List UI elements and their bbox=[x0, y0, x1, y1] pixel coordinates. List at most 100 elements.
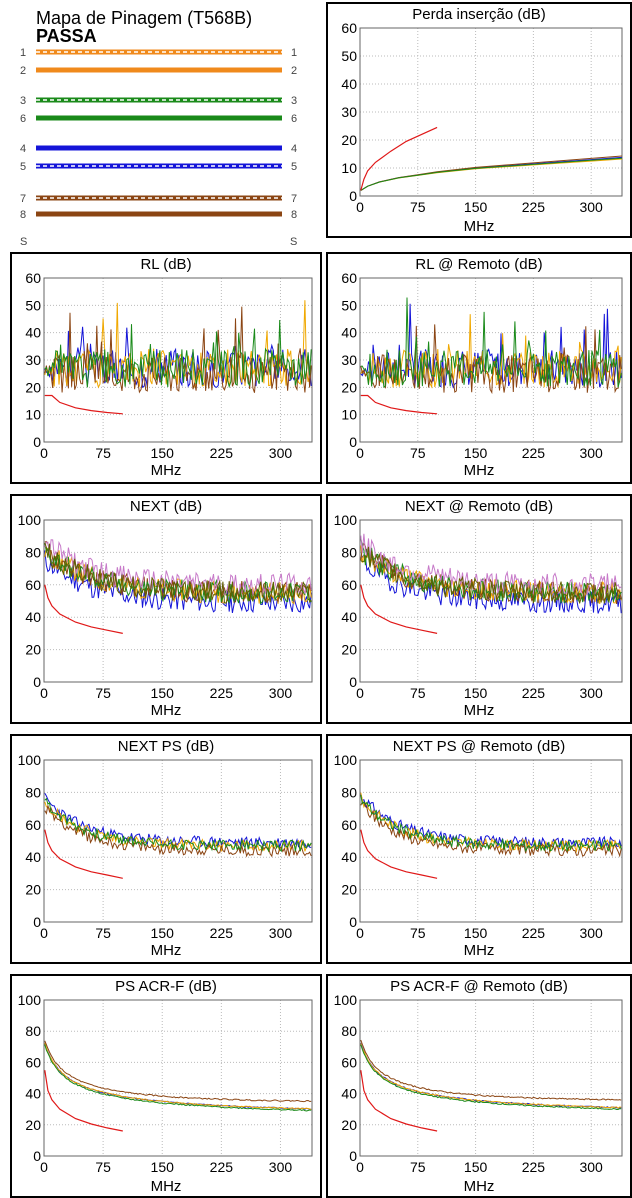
y-tick-label: 100 bbox=[18, 512, 42, 528]
y-tick-label: 0 bbox=[33, 1148, 41, 1164]
x-tick-label: 75 bbox=[95, 445, 111, 461]
chart-title: RL @ Remoto (dB) bbox=[415, 256, 543, 273]
limit-line bbox=[360, 394, 438, 415]
x-axis-label: MHz bbox=[150, 702, 182, 719]
x-axis-label: MHz bbox=[150, 942, 182, 959]
y-tick-label: 10 bbox=[25, 407, 41, 423]
x-tick-label: 0 bbox=[356, 1159, 364, 1175]
pin-left-label: 4 bbox=[20, 143, 26, 155]
x-axis-label: MHz bbox=[463, 218, 495, 235]
series-line bbox=[360, 1042, 622, 1109]
chart-title: RL (dB) bbox=[140, 256, 192, 273]
y-tick-label: 60 bbox=[341, 577, 357, 593]
x-tick-label: 0 bbox=[356, 445, 364, 461]
series-line bbox=[360, 303, 622, 389]
chart-perda-svg: 0 75 150 225 300 0 10 20 30 40 50 60 bbox=[341, 20, 623, 215]
y-tick-label: 80 bbox=[341, 1023, 357, 1039]
series-line bbox=[360, 297, 622, 389]
y-tick-label: 60 bbox=[341, 1054, 357, 1070]
x-tick-label: 300 bbox=[269, 1159, 293, 1175]
chart-nextps-panel: NEXT PS (dB) 0 75 150 225 300 0 20 40 60 80 100 MH… bbox=[10, 734, 322, 964]
chart-psacrf-remoto-svg: 0 75 150 225 300 0 20 40 60 80 100 bbox=[334, 992, 623, 1175]
y-tick-label: 80 bbox=[341, 784, 357, 800]
pin-right-label: 5 bbox=[291, 161, 297, 173]
pin-left-label: 1 bbox=[20, 47, 26, 59]
y-tick-label: 60 bbox=[25, 817, 41, 833]
y-tick-label: 100 bbox=[334, 512, 358, 528]
plot-area bbox=[43, 759, 313, 923]
pin-left-label: 6 bbox=[20, 113, 26, 125]
wiremap-diagram: 1 1 2 2 3 3 6 6 4 4 5 5 7 7 8 8 bbox=[20, 47, 297, 221]
x-tick-label: 0 bbox=[356, 685, 364, 701]
series-line bbox=[360, 554, 622, 614]
pin-right-label: 8 bbox=[291, 209, 297, 221]
x-tick-label: 75 bbox=[410, 685, 426, 701]
x-tick-label: 225 bbox=[210, 925, 234, 941]
chart-psacrf-remoto-panel: PS ACR-F @ Remoto (dB) 0 75 150 225 300 0 20 40… bbox=[326, 974, 632, 1198]
plot-area bbox=[359, 27, 623, 197]
chart-psacrf-panel: PS ACR-F (dB) 0 75 150 225 300 0 20 40 60 80 100 M… bbox=[10, 974, 322, 1198]
y-tick-label: 40 bbox=[25, 325, 41, 341]
series-line bbox=[360, 546, 622, 604]
y-tick-label: 0 bbox=[349, 1148, 357, 1164]
pin-right-label: 6 bbox=[291, 113, 297, 125]
series-line bbox=[360, 314, 622, 389]
chart-next-panel: NEXT (dB) 0 75 150 225 300 0 20 40 60 80 100 MHz bbox=[10, 494, 322, 724]
x-tick-label: 150 bbox=[151, 925, 175, 941]
chart-nextps-remoto-panel: NEXT PS @ Remoto (dB) 0 75 150 225 300 0 20 40 6… bbox=[326, 734, 632, 964]
x-tick-label: 225 bbox=[210, 445, 234, 461]
y-tick-label: 20 bbox=[25, 642, 41, 658]
limit-line bbox=[360, 584, 438, 634]
y-tick-label: 0 bbox=[349, 434, 357, 450]
x-tick-label: 0 bbox=[40, 445, 48, 461]
y-tick-label: 60 bbox=[341, 20, 357, 36]
pin-left-label: 3 bbox=[20, 95, 26, 107]
plot-area bbox=[43, 277, 313, 443]
x-tick-label: 225 bbox=[522, 445, 546, 461]
y-tick-label: 40 bbox=[25, 609, 41, 625]
y-tick-label: 100 bbox=[334, 752, 358, 768]
x-tick-label: 75 bbox=[95, 925, 111, 941]
x-tick-label: 300 bbox=[269, 925, 293, 941]
x-tick-label: 75 bbox=[410, 199, 426, 215]
y-tick-label: 50 bbox=[341, 297, 357, 313]
limit-line bbox=[360, 126, 438, 191]
y-tick-label: 60 bbox=[25, 1054, 41, 1070]
x-axis-label: MHz bbox=[463, 1178, 495, 1195]
x-tick-label: 300 bbox=[579, 685, 603, 701]
y-tick-label: 40 bbox=[25, 1086, 41, 1102]
series-line bbox=[360, 1043, 622, 1109]
y-tick-label: 0 bbox=[33, 434, 41, 450]
x-axis-label: MHz bbox=[463, 702, 495, 719]
x-tick-label: 225 bbox=[522, 925, 546, 941]
y-tick-label: 80 bbox=[25, 784, 41, 800]
shield-left-label: S bbox=[20, 236, 28, 248]
series-line bbox=[360, 1039, 622, 1101]
y-tick-label: 20 bbox=[25, 882, 41, 898]
pin-left-label: 8 bbox=[20, 209, 26, 221]
pin-left-label: 5 bbox=[20, 161, 26, 173]
series-line bbox=[44, 306, 312, 394]
pin-right-label: 2 bbox=[291, 65, 297, 77]
pin-right-label: 3 bbox=[291, 95, 297, 107]
series-line bbox=[44, 792, 312, 850]
y-tick-label: 80 bbox=[25, 1023, 41, 1039]
pin-left-label: 7 bbox=[20, 193, 26, 205]
series-line bbox=[44, 319, 312, 389]
x-tick-label: 225 bbox=[522, 685, 546, 701]
x-tick-label: 0 bbox=[40, 685, 48, 701]
series-line bbox=[360, 792, 622, 854]
y-tick-label: 40 bbox=[341, 849, 357, 865]
x-tick-label: 0 bbox=[40, 925, 48, 941]
pin-left-label: 2 bbox=[20, 65, 26, 77]
y-tick-label: 10 bbox=[341, 160, 357, 176]
pin-right-label: 1 bbox=[291, 47, 297, 59]
y-tick-label: 100 bbox=[18, 992, 42, 1008]
y-tick-label: 80 bbox=[25, 544, 41, 560]
y-tick-label: 10 bbox=[341, 407, 357, 423]
x-axis-label: MHz bbox=[150, 1178, 182, 1195]
series-line bbox=[44, 797, 312, 853]
plot-area bbox=[359, 519, 623, 683]
chart-title: PS ACR-F (dB) bbox=[115, 978, 217, 995]
x-tick-label: 300 bbox=[269, 685, 293, 701]
